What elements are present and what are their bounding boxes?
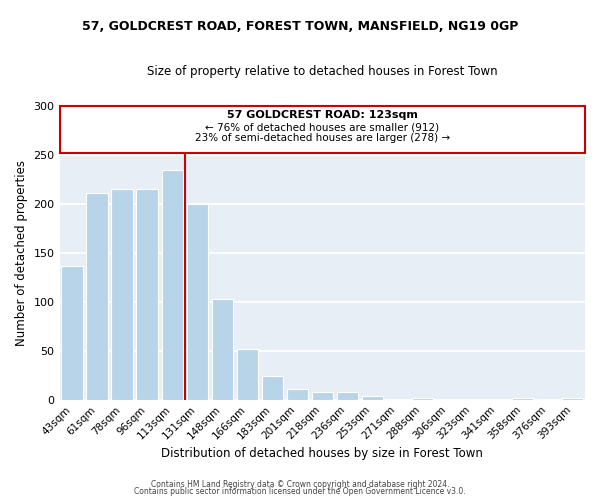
Bar — [187, 204, 208, 400]
Bar — [362, 396, 383, 400]
Bar — [236, 348, 258, 400]
Y-axis label: Number of detached properties: Number of detached properties — [15, 160, 28, 346]
Title: Size of property relative to detached houses in Forest Town: Size of property relative to detached ho… — [147, 65, 497, 78]
Bar — [311, 392, 333, 400]
Bar — [212, 298, 233, 400]
Bar — [337, 392, 358, 400]
Text: 23% of semi-detached houses are larger (278) →: 23% of semi-detached houses are larger (… — [195, 133, 450, 143]
Text: 57, GOLDCREST ROAD, FOREST TOWN, MANSFIELD, NG19 0GP: 57, GOLDCREST ROAD, FOREST TOWN, MANSFIE… — [82, 20, 518, 33]
Bar — [512, 398, 533, 400]
Text: 57 GOLDCREST ROAD: 123sqm: 57 GOLDCREST ROAD: 123sqm — [227, 110, 418, 120]
Bar — [112, 189, 133, 400]
Bar — [61, 266, 83, 400]
Bar — [562, 398, 583, 400]
Bar — [287, 389, 308, 400]
Text: ← 76% of detached houses are smaller (912): ← 76% of detached houses are smaller (91… — [205, 122, 439, 132]
Bar — [161, 170, 183, 400]
Bar — [136, 189, 158, 400]
X-axis label: Distribution of detached houses by size in Forest Town: Distribution of detached houses by size … — [161, 447, 483, 460]
Bar — [86, 193, 108, 400]
Text: Contains HM Land Registry data © Crown copyright and database right 2024.: Contains HM Land Registry data © Crown c… — [151, 480, 449, 489]
Bar — [262, 376, 283, 400]
Text: Contains public sector information licensed under the Open Government Licence v3: Contains public sector information licen… — [134, 488, 466, 496]
Bar — [412, 398, 433, 400]
FancyBboxPatch shape — [59, 106, 585, 152]
